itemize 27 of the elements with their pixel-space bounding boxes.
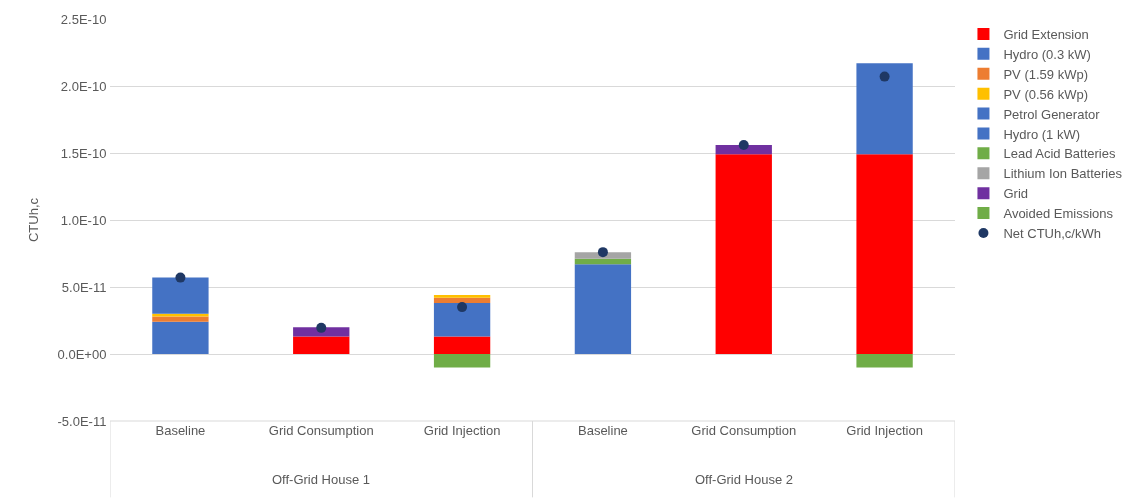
x-tick-label: Baseline	[155, 423, 206, 438]
x-tick-label: Grid Injection	[423, 423, 501, 438]
y-tick-label: 2.5E-10	[60, 11, 107, 27]
y-tick-label: 0.0E+00	[57, 346, 107, 362]
y-tick-label: 5.0E-11	[61, 279, 107, 295]
y-axis-title: CTUh,c	[26, 197, 42, 243]
legend-label: PV (1.59 kWp)	[1003, 66, 1088, 82]
y-tick-label: 1.5E-10	[60, 145, 107, 161]
y-tick-label: 1.0E-10	[60, 212, 107, 228]
legend-label: Grid Extension	[1003, 27, 1089, 43]
legend-label: Petrol Generator	[1003, 106, 1101, 122]
legend-label: PV (0.56 kWp)	[1003, 86, 1088, 102]
x-tick-label: Grid Injection	[846, 423, 923, 438]
x-tick-label: Grid Consumption	[691, 423, 797, 438]
legend-label: Net CTUh,c/kWh	[1003, 226, 1101, 242]
text: Off-Grid House 2	[695, 472, 794, 487]
x-tick-label: Baseline	[577, 423, 628, 438]
legend-label: Hydro (1 kW)	[1003, 126, 1081, 142]
legend-label: Grid	[1003, 186, 1029, 202]
legend-label: Lead Acid Batteries	[1003, 146, 1116, 162]
text: Off-Grid House 1	[272, 472, 371, 487]
legend-label: Lithium Ion Batteries	[1003, 166, 1123, 182]
legend-label: Avoided Emissions	[1003, 206, 1114, 222]
y-tick-label: 2.0E-10	[60, 78, 107, 94]
legend-label: Hydro (0.3 kW)	[1003, 46, 1091, 62]
y-tick-label: -5.0E-11	[57, 413, 107, 429]
x-tick-label: Grid Consumption	[268, 423, 374, 438]
